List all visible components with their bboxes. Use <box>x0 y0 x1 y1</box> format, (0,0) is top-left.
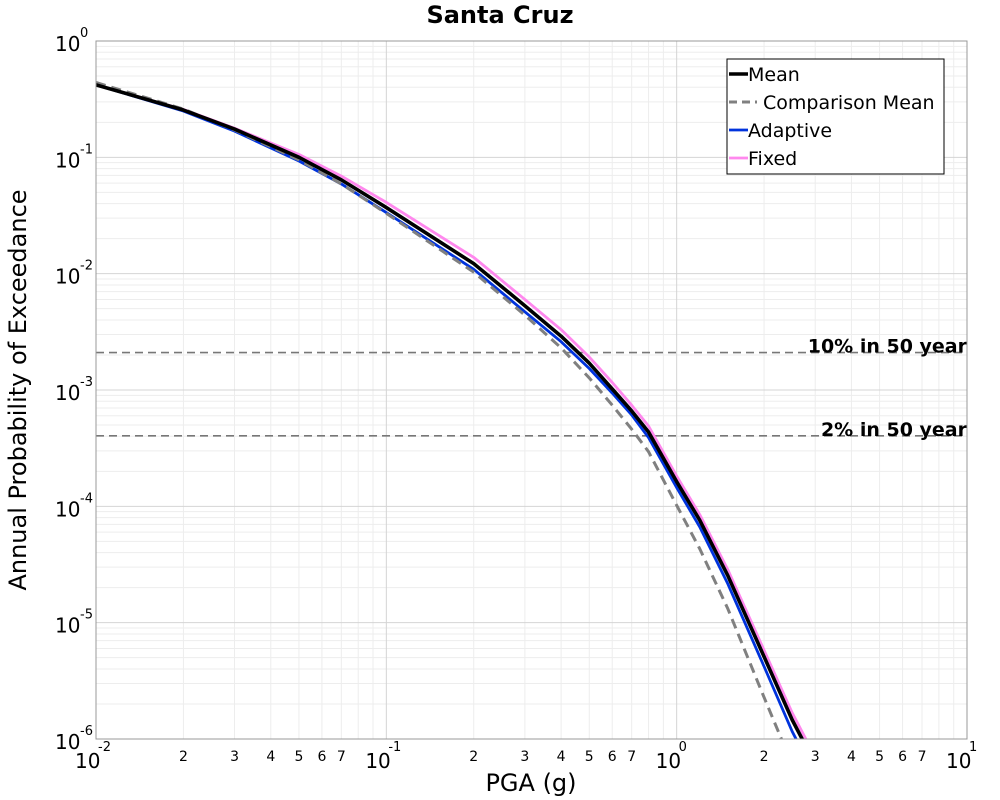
x-minor-tick-label: 4 <box>557 749 566 765</box>
x-minor-tick-label: 3 <box>520 749 529 765</box>
x-tick-label: 10 <box>75 749 100 773</box>
legend-label: Mean <box>748 64 800 86</box>
x-tick-label: 10 <box>365 749 390 773</box>
x-tick-exponent: 0 <box>679 740 687 755</box>
x-minor-tick-label: 5 <box>294 749 303 765</box>
x-tick-exponent: -2 <box>98 740 111 755</box>
y-axis-label: Annual Probability of Exceedance <box>4 189 32 590</box>
x-minor-tick-label: 5 <box>875 749 884 765</box>
series-line-adaptive <box>96 83 798 739</box>
y-tick-exponent: -3 <box>80 375 93 390</box>
series-line-mean <box>96 83 805 739</box>
series-line-fixed <box>96 83 808 739</box>
x-minor-tick-label: 4 <box>266 749 275 765</box>
y-tick-exponent: 0 <box>80 26 88 41</box>
x-minor-tick-label: 6 <box>608 749 617 765</box>
x-minor-tick-label: 5 <box>585 749 594 765</box>
x-minor-tick-label: 6 <box>317 749 326 765</box>
chart-title: Santa Cruz <box>426 1 573 29</box>
y-tick-exponent: -2 <box>80 259 93 274</box>
legend-label: Fixed <box>748 148 797 170</box>
x-tick-exponent: -1 <box>388 740 401 755</box>
series-line-comparison-mean <box>96 81 784 739</box>
x-minor-tick-label: 2 <box>179 749 188 765</box>
series-layer <box>96 81 808 739</box>
y-tick-label: 10 <box>55 148 80 172</box>
y-tick-label: 10 <box>55 265 80 289</box>
y-tick-label: 10 <box>55 32 80 56</box>
x-tick-label: 10 <box>656 749 681 773</box>
y-tick-exponent: -4 <box>80 491 93 506</box>
y-tick-label: 10 <box>55 614 80 638</box>
x-minor-tick-label: 3 <box>230 749 239 765</box>
reference-lines: 10% in 50 year 2% in 50 year <box>96 336 968 441</box>
x-minor-tick-label: 4 <box>847 749 856 765</box>
x-minor-tick-label: 7 <box>918 749 927 765</box>
x-minor-tick-label: 2 <box>469 749 478 765</box>
x-axis-label: PGA (g) <box>485 769 576 797</box>
plot-frame <box>95 40 968 740</box>
x-tick-label: 10 <box>946 749 971 773</box>
y-tick-exponent: -1 <box>80 142 93 157</box>
y-tick-exponent: -6 <box>80 724 93 739</box>
legend-label: Adaptive <box>748 120 832 142</box>
y-tick-label: 10 <box>55 730 80 754</box>
x-minor-tick-label: 7 <box>337 749 346 765</box>
y-tick-exponent: -5 <box>80 608 93 623</box>
x-tick-exponent: 1 <box>969 740 977 755</box>
legend-label: Comparison Mean <box>763 92 935 114</box>
reference-line-label: 2% in 50 year <box>821 419 968 441</box>
y-tick-label: 10 <box>55 381 80 405</box>
x-minor-tick-label: 2 <box>760 749 769 765</box>
reference-line-label: 10% in 50 year <box>808 336 968 358</box>
y-tick-label: 10 <box>55 497 80 521</box>
legend: Mean Comparison Mean Adaptive Fixed <box>726 58 945 175</box>
legend-box <box>726 58 945 175</box>
x-minor-tick-label: 3 <box>811 749 820 765</box>
x-minor-tick-label: 7 <box>627 749 636 765</box>
x-minor-tick-label: 6 <box>898 749 907 765</box>
